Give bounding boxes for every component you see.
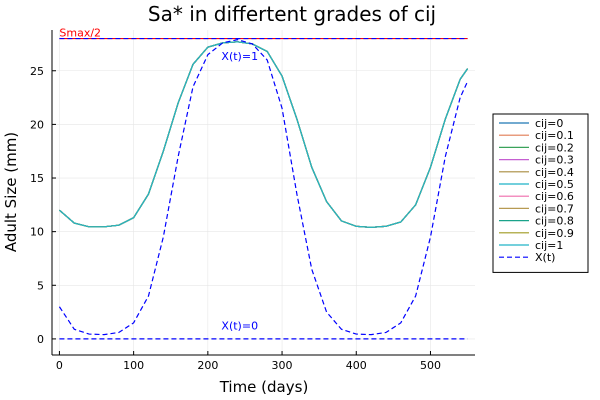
legend-label: cij=0.4 <box>535 166 574 179</box>
annotation: X(t)=1 <box>221 50 258 63</box>
legend-label: cij=0.1 <box>535 129 574 142</box>
tick-labels: 0 100 200 300 400 500 0 5 10 15 20 25 <box>30 65 441 372</box>
legend-label: cij=1 <box>535 239 563 252</box>
x-tick-label: 500 <box>420 359 441 372</box>
y-axis-label: Adult Size (mm) <box>2 132 20 252</box>
legend-label: cij=0.3 <box>535 154 574 167</box>
y-tick-label: 25 <box>30 65 44 78</box>
x-tick-label: 300 <box>272 359 293 372</box>
x-tick-label: 200 <box>197 359 218 372</box>
x-tick-label: 100 <box>123 359 144 372</box>
legend-label: cij=0.6 <box>535 190 574 203</box>
series-line <box>59 41 469 228</box>
legend-label: X(t) <box>535 251 555 264</box>
y-tick-label: 5 <box>37 279 44 292</box>
chart-title: Sa* in differtent grades of cij <box>148 2 436 26</box>
legend-label: cij=0.8 <box>535 215 574 228</box>
x-tick-label: 400 <box>346 359 367 372</box>
annotations: Smax/2 X(t)=1 X(t)=0 <box>59 27 258 333</box>
smax-label: Smax/2 <box>59 27 101 40</box>
legend-label: cij=0.7 <box>535 202 574 215</box>
legend-label: cij=0 <box>535 117 563 130</box>
legend: cij=0cij=0.1cij=0.2cij=0.3cij=0.4cij=0.5… <box>492 113 589 273</box>
legend-label: cij=0.2 <box>535 141 574 154</box>
series-line-xt <box>58 39 469 336</box>
annotation: X(t)=0 <box>221 319 258 332</box>
y-tick-label: 10 <box>30 226 44 239</box>
legend-label: cij=0.9 <box>535 227 574 240</box>
axes <box>51 30 475 356</box>
y-tick-label: 0 <box>37 333 44 346</box>
x-axis-label: Time (days) <box>219 378 309 396</box>
plot-area <box>58 37 469 340</box>
legend-box <box>492 113 589 273</box>
grid-lines <box>52 30 475 355</box>
x-tick-label: 0 <box>56 359 63 372</box>
y-tick-label: 15 <box>30 172 44 185</box>
y-tick-label: 20 <box>30 118 44 131</box>
legend-label: cij=0.5 <box>535 178 574 191</box>
